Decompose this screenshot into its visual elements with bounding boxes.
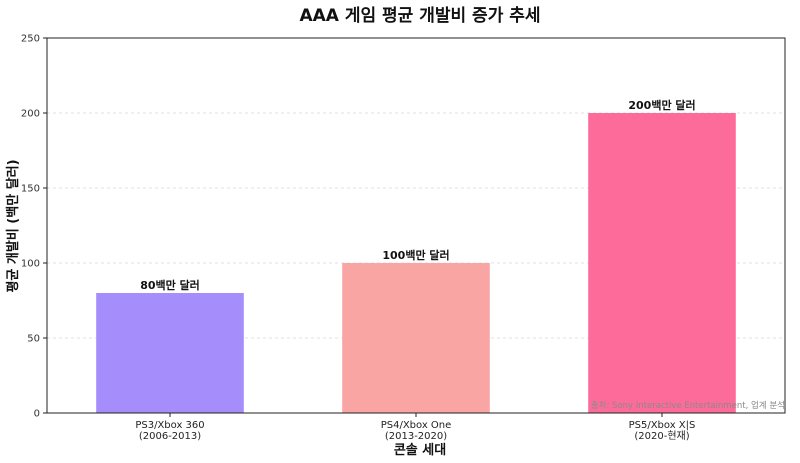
- bar: [588, 113, 736, 413]
- bars: [96, 113, 736, 413]
- y-axis-label: 평균 개발비 (백만 달러): [5, 159, 21, 292]
- y-axis: 0 50 100 150 200 250: [21, 34, 47, 420]
- x-tick-label-line: (2020-현재): [634, 430, 689, 442]
- y-tick-label: 200: [21, 109, 40, 120]
- x-tick-label-line: PS3/Xbox 360: [135, 420, 204, 431]
- x-tick-label: PS5/Xbox X|S (2020-현재): [629, 420, 696, 442]
- bar-value-label: 100백만 달러: [382, 248, 449, 262]
- y-tick-label: 50: [27, 334, 40, 345]
- x-tick-label: PS3/Xbox 360 (2006-2013): [135, 420, 204, 442]
- bar: [96, 293, 244, 413]
- y-tick-label: 0: [34, 409, 40, 420]
- chart-title: AAA 게임 평균 개발비 증가 추세: [299, 5, 540, 26]
- bar: [342, 263, 490, 413]
- x-tick-label: PS4/Xbox One (2013-2020): [381, 420, 452, 442]
- x-tick-label-line: PS4/Xbox One: [381, 420, 452, 431]
- y-tick-label: 250: [21, 34, 40, 45]
- x-tick-label-line: (2013-2020): [385, 431, 447, 442]
- bar-value-label: 200백만 달러: [628, 98, 695, 112]
- source-note: 출처: Sony Interactive Entertainment, 업계 분…: [591, 400, 785, 411]
- x-axis: PS3/Xbox 360 (2006-2013) PS4/Xbox One (2013…: [135, 413, 695, 442]
- x-axis-label: 콘솔 세대: [394, 443, 446, 458]
- y-tick-label: 100: [21, 259, 40, 270]
- x-tick-label-line: (2006-2013): [139, 431, 201, 442]
- x-tick-label-line: PS5/Xbox X|S: [629, 420, 696, 431]
- y-tick-label: 150: [21, 184, 40, 195]
- bar-value-label: 80백만 달러: [140, 278, 200, 292]
- data-labels: 80백만 달러 100백만 달러 200백만 달러: [140, 98, 695, 292]
